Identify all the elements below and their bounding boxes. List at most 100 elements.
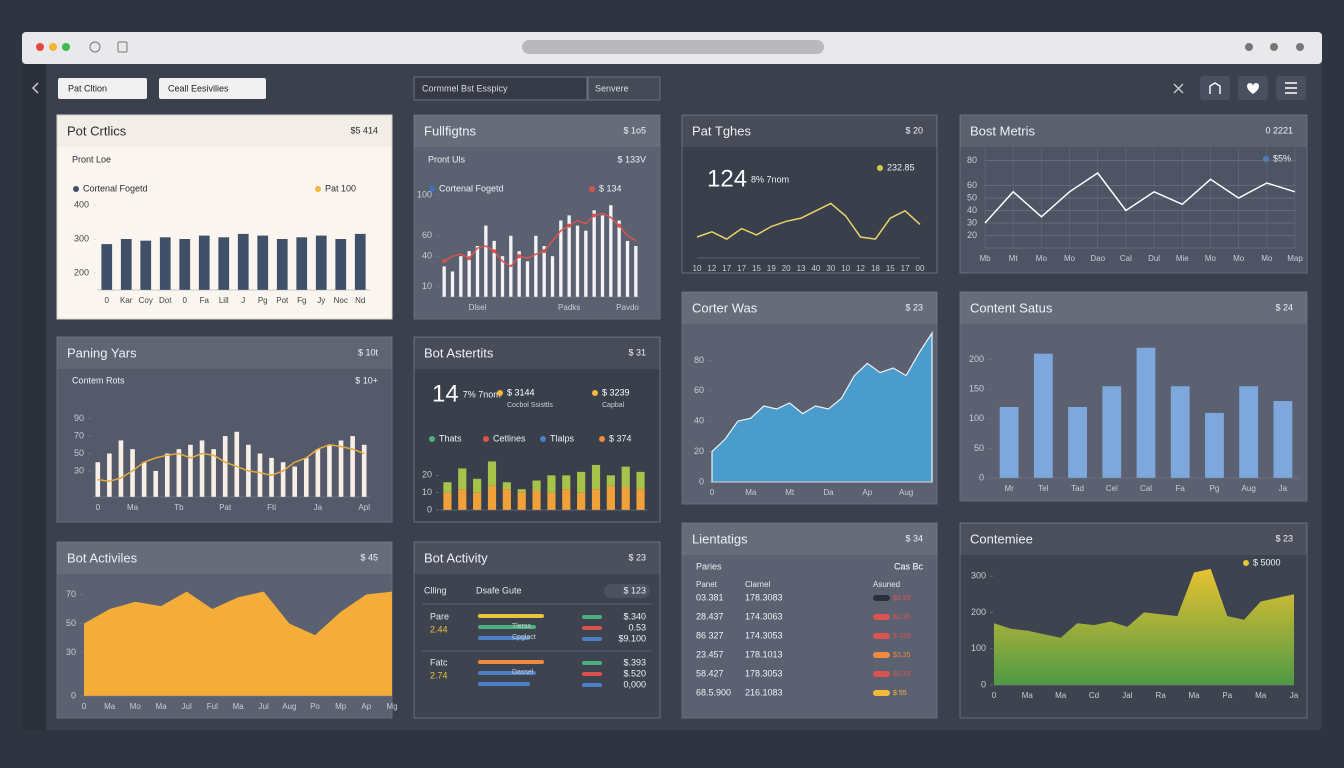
bar: [1102, 386, 1122, 478]
bar: [140, 240, 152, 290]
bar: [475, 246, 480, 297]
ext-icon[interactable]: [1270, 43, 1278, 51]
y-tick-label: 50: [974, 443, 984, 453]
x-tick-label: 0: [82, 702, 87, 711]
legend-swatch: [1243, 560, 1249, 566]
filter-button[interactable]: [58, 78, 147, 99]
bar: [1273, 401, 1293, 478]
stack-segment: [562, 475, 571, 490]
list-header: Clling: [424, 585, 447, 595]
row-amount: $9.100: [618, 633, 646, 643]
panel-badge: 0 2221: [1265, 125, 1293, 135]
min-dot[interactable]: [49, 43, 57, 51]
row-figure: 2.74: [430, 670, 448, 680]
x-tick-label: Aug: [899, 488, 913, 497]
panel-header: [960, 292, 1307, 324]
panel-header: [414, 115, 660, 147]
pill: [604, 584, 650, 598]
line-dot: [467, 256, 472, 261]
x-tick-label: Jal: [1122, 691, 1132, 700]
back-arrow[interactable]: [31, 82, 39, 94]
bar: [459, 256, 463, 297]
x-tick-label: Ma: [104, 702, 116, 711]
y-tick-label: 100: [969, 413, 984, 423]
x-tick-label: Nd: [355, 296, 365, 305]
row-name: Fatc: [430, 657, 448, 667]
cell-status: $3.33: [893, 671, 911, 678]
subtitle-right: $ 133V: [617, 154, 646, 164]
panel: [413, 541, 661, 719]
y-tick-label: 30: [66, 647, 76, 657]
filter-button[interactable]: [159, 78, 266, 99]
x-tick-label: Apl: [358, 503, 370, 512]
row-amount: $.393: [623, 657, 646, 667]
y-tick-label: 10: [422, 281, 432, 291]
close-icon[interactable]: [1173, 83, 1184, 94]
bar: [500, 256, 505, 297]
y-tick-label: 80: [967, 155, 977, 165]
ext-icon[interactable]: [1245, 43, 1253, 51]
ext-icon[interactable]: [1296, 43, 1304, 51]
bar: [257, 453, 263, 497]
legend-label: Cortenal Fogetd: [439, 183, 504, 193]
row-note: Tlerss: [512, 623, 532, 630]
search-box[interactable]: [413, 76, 588, 101]
panel-title: Fullfigtns: [424, 123, 477, 138]
y-tick-label: 0: [71, 690, 76, 700]
bar: [625, 240, 630, 297]
x-tick-label: Pat: [219, 503, 232, 512]
panel-badge: $ 1o5: [623, 125, 646, 135]
panel-header: [960, 523, 1307, 555]
bar: [600, 215, 605, 297]
stack-segment: [458, 468, 467, 490]
max-dot[interactable]: [62, 43, 70, 51]
bar: [303, 457, 309, 497]
stack-segment: [443, 482, 452, 493]
icon-button[interactable]: [1200, 76, 1230, 100]
x-tick-label: Fti: [267, 503, 276, 512]
line: [984, 171, 1296, 224]
y-tick-label: 40: [422, 251, 432, 261]
x-tick-label: Noc: [334, 296, 348, 305]
x-tick-label: Jy: [317, 296, 325, 305]
x-tick-label: 15: [886, 264, 895, 273]
x-tick-label: Ja: [314, 503, 323, 512]
y-tick-label: 0: [981, 679, 986, 689]
y-tick-label: 60: [422, 230, 432, 240]
x-tick-label: Mo: [1261, 254, 1273, 263]
x-tick-label: 0: [96, 503, 101, 512]
progress-bar: [478, 682, 530, 686]
x-tick-label: Pg: [1210, 484, 1220, 493]
close-dot[interactable]: [36, 43, 44, 51]
subtitle-right: $ 10+: [355, 375, 378, 385]
mini-bar: [582, 615, 602, 619]
table-subtitle-right: Cas Bc: [894, 561, 924, 571]
x-tick-label: 30: [826, 264, 835, 273]
x-tick-label: Mb: [979, 254, 991, 263]
x-tick-label: Aug: [282, 702, 296, 711]
y-tick-label: 10: [422, 487, 432, 497]
x-tick-label: Mo: [1233, 254, 1245, 263]
x-tick-label: Pg: [258, 296, 268, 305]
legend-swatch: [483, 436, 489, 442]
stack-segment: [487, 485, 497, 510]
stack-segment: [606, 475, 615, 486]
cell: 178.3083: [745, 592, 783, 602]
row-figure: 2.44: [430, 624, 448, 634]
bar: [159, 237, 171, 290]
bar: [534, 235, 538, 297]
bar: [118, 440, 124, 497]
reload-icon[interactable]: [89, 41, 101, 53]
address-bar[interactable]: [522, 40, 824, 54]
row-note: Cpglact: [512, 634, 536, 641]
panel-header: [682, 523, 937, 555]
panel-badge: $ 24: [1275, 302, 1293, 312]
x-tick-label: 0: [105, 296, 110, 305]
x-tick-label: 18: [871, 264, 880, 273]
x-tick-label: Cal: [1120, 254, 1132, 263]
mini-bar: [582, 672, 602, 676]
select-box[interactable]: [587, 76, 661, 101]
stack-segment: [621, 487, 630, 510]
tab-icon[interactable]: [117, 41, 128, 53]
bar: [269, 457, 274, 497]
